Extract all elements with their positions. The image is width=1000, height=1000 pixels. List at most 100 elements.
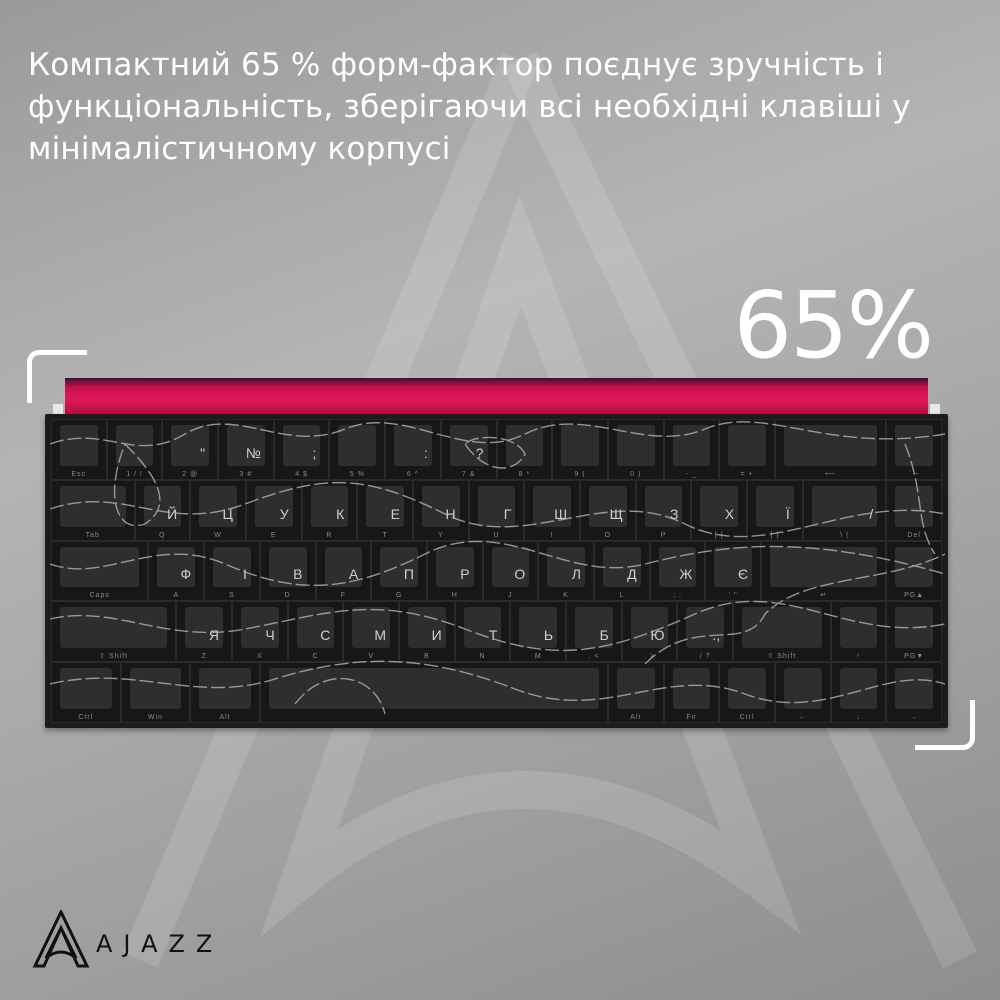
key-sublegend: ' " <box>728 592 738 600</box>
key: Ctrl <box>51 662 121 723</box>
key-sublegend: Ctrl <box>739 713 755 721</box>
keycap <box>811 485 878 527</box>
key-sublegend: ↵ <box>820 592 828 600</box>
key-sublegend: Alt <box>219 713 231 721</box>
key: Ctrl <box>719 662 775 723</box>
key-sublegend: I <box>550 531 554 539</box>
key: → <box>886 662 942 723</box>
keycap <box>783 668 822 709</box>
keycap <box>60 668 112 709</box>
key: 9 ( <box>552 419 608 480</box>
keycap <box>895 485 933 527</box>
key-sublegend: Esc <box>71 470 87 478</box>
key-sublegend: Y <box>437 531 444 539</box>
key-legend: О <box>514 566 526 583</box>
key-legend: Б <box>599 627 609 644</box>
key-legend: Ж <box>679 566 693 583</box>
key-legend: А <box>348 566 359 583</box>
key-legend: Г <box>503 505 512 522</box>
key-sublegend: PG▼ <box>904 653 925 661</box>
headline: Компактний 65 % форм-фактор поєднує зруч… <box>28 47 911 167</box>
key-sublegend: 7 & <box>461 470 476 478</box>
key-legend: Ш <box>554 505 568 522</box>
key-sublegend: ; : <box>673 592 682 600</box>
keycap <box>338 425 377 466</box>
keycap <box>895 546 933 588</box>
key-sublegend: 8 * <box>518 470 531 478</box>
key-legend: С <box>320 627 331 644</box>
key-legend: № <box>245 444 261 461</box>
key-sublegend: . > <box>644 653 656 661</box>
key-sublegend: ` ~ <box>908 470 920 478</box>
key-sublegend: G <box>395 592 403 600</box>
key-sublegend: → <box>910 713 919 721</box>
key-sublegend: W <box>214 531 222 539</box>
key: Alt <box>607 662 664 723</box>
key-sublegend: 1 / ! <box>126 470 143 478</box>
keycap <box>895 425 933 466</box>
keycap <box>115 425 154 466</box>
keyboard-body: Esc 1 / ! " 2 @ № 3 #; 4 $ 5 %: 6 ^? 7 & 8 * 9 (0 )… <box>45 414 948 728</box>
key-sublegend: D <box>284 592 291 600</box>
key-sublegend: / ? <box>699 653 711 661</box>
key: Alt <box>190 662 260 723</box>
key: ⇧ Shift <box>733 601 831 663</box>
key-sublegend: Q <box>159 531 166 539</box>
keycap <box>60 607 168 649</box>
key-sublegend: ⇧ Shift <box>767 653 797 661</box>
key-sublegend: V <box>368 653 375 661</box>
key: 5 % <box>329 419 386 480</box>
key-sublegend: ↓ <box>856 713 861 721</box>
key: Є ' " <box>705 540 762 602</box>
key-legend: ; <box>312 444 317 461</box>
key-sublegend: 3 # <box>239 470 253 478</box>
key: Tab <box>51 479 135 541</box>
key: Ї] } <box>747 479 803 541</box>
key-legend: Д <box>627 566 637 583</box>
key: Х [ { <box>691 479 748 541</box>
key: 0 ) <box>607 419 664 480</box>
key-sublegend: T <box>382 531 388 539</box>
key: 1 / ! <box>106 419 163 480</box>
key: PG▲ <box>886 540 942 602</box>
key-legend: ., <box>712 627 721 644</box>
key: № 3 # <box>218 419 274 480</box>
key-sublegend: X <box>256 653 263 661</box>
key: ← <box>774 662 831 723</box>
key-sublegend: C <box>312 653 319 661</box>
key-sublegend: H <box>451 592 458 600</box>
key: Win <box>120 662 191 723</box>
key-sublegend: Alt <box>630 713 642 721</box>
corner-bracket-top-left <box>27 350 87 403</box>
key-sublegend: U <box>493 531 500 539</box>
key-sublegend: 6 ^ <box>406 470 420 478</box>
keyboard-red-frame <box>65 378 928 414</box>
key-sublegend: ↑ <box>856 653 861 661</box>
key-sublegend: S <box>229 592 235 600</box>
key-sublegend: Ctrl <box>78 713 94 721</box>
key: ; 4 $ <box>273 419 330 480</box>
key-sublegend: 0 ) <box>630 470 642 478</box>
key-legend: ? <box>475 444 484 461</box>
key-legend: Е <box>390 505 400 522</box>
key-sublegend: Z <box>201 653 207 661</box>
key-legend: Ь <box>543 627 554 644</box>
keycap <box>728 425 766 466</box>
keycap <box>783 425 878 466</box>
